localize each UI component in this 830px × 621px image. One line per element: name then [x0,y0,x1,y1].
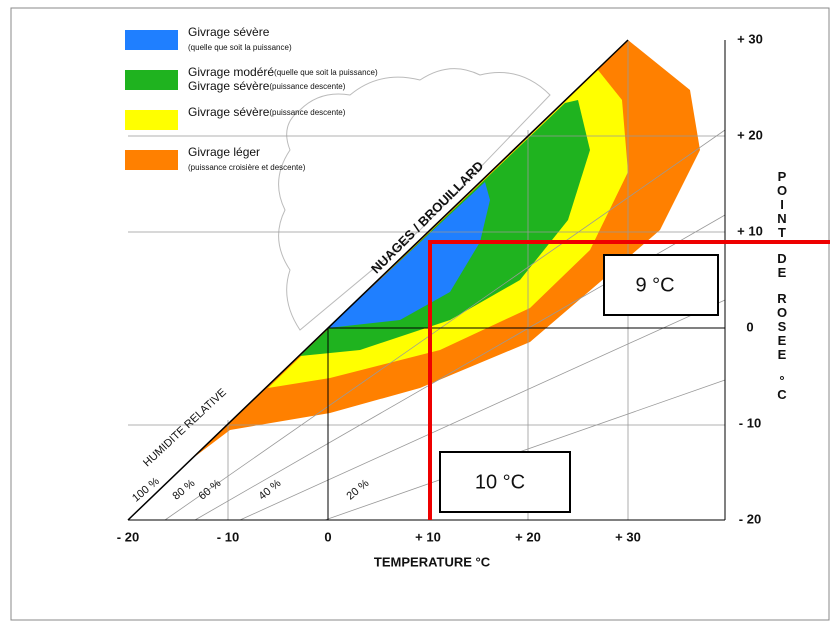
legend-swatch [125,70,178,90]
y-tick-label: 0 [746,319,753,334]
x-tick-label: + 20 [515,529,541,544]
y-tick-label: + 20 [737,127,763,142]
legend-text: (quelle que soit la puissance) [188,43,292,52]
legend-text: Givrage sévère [188,25,270,39]
legend-text: Givrage sévère [188,79,270,93]
callout: 9 °C [635,274,674,296]
y-tick-label: - 20 [739,511,761,526]
callout: 10 °C [475,471,525,493]
legend-text: (puissance croisière et descente) [188,163,306,172]
legend-note: (quelle que soit la puissance) [274,68,378,77]
diagram: 9 °C 10 °C TEMPERATURE °C NUAGES / BROUI… [0,0,830,621]
legend-text: Givrage sévère [188,105,270,119]
x-tick-label: - 10 [217,529,239,544]
y-tick-label: + 10 [737,223,763,238]
x-tick-label: 0 [324,529,331,544]
legend-note: (puissance descente) [269,82,345,91]
x-tick-label: + 30 [615,529,641,544]
legend-swatch [125,110,178,130]
legend-text: Givrage modéré [188,65,274,79]
legend-swatch [125,150,178,170]
legend-note: (puissance descente) [269,108,345,117]
y-tick-label: + 30 [737,31,763,46]
y-tick-label: - 10 [739,415,761,430]
x-label: TEMPERATURE °C [374,554,491,569]
x-tick-label: + 10 [415,529,441,544]
legend-text: Givrage léger [188,145,260,159]
legend-swatch [125,30,178,50]
x-tick-label: - 20 [117,529,139,544]
